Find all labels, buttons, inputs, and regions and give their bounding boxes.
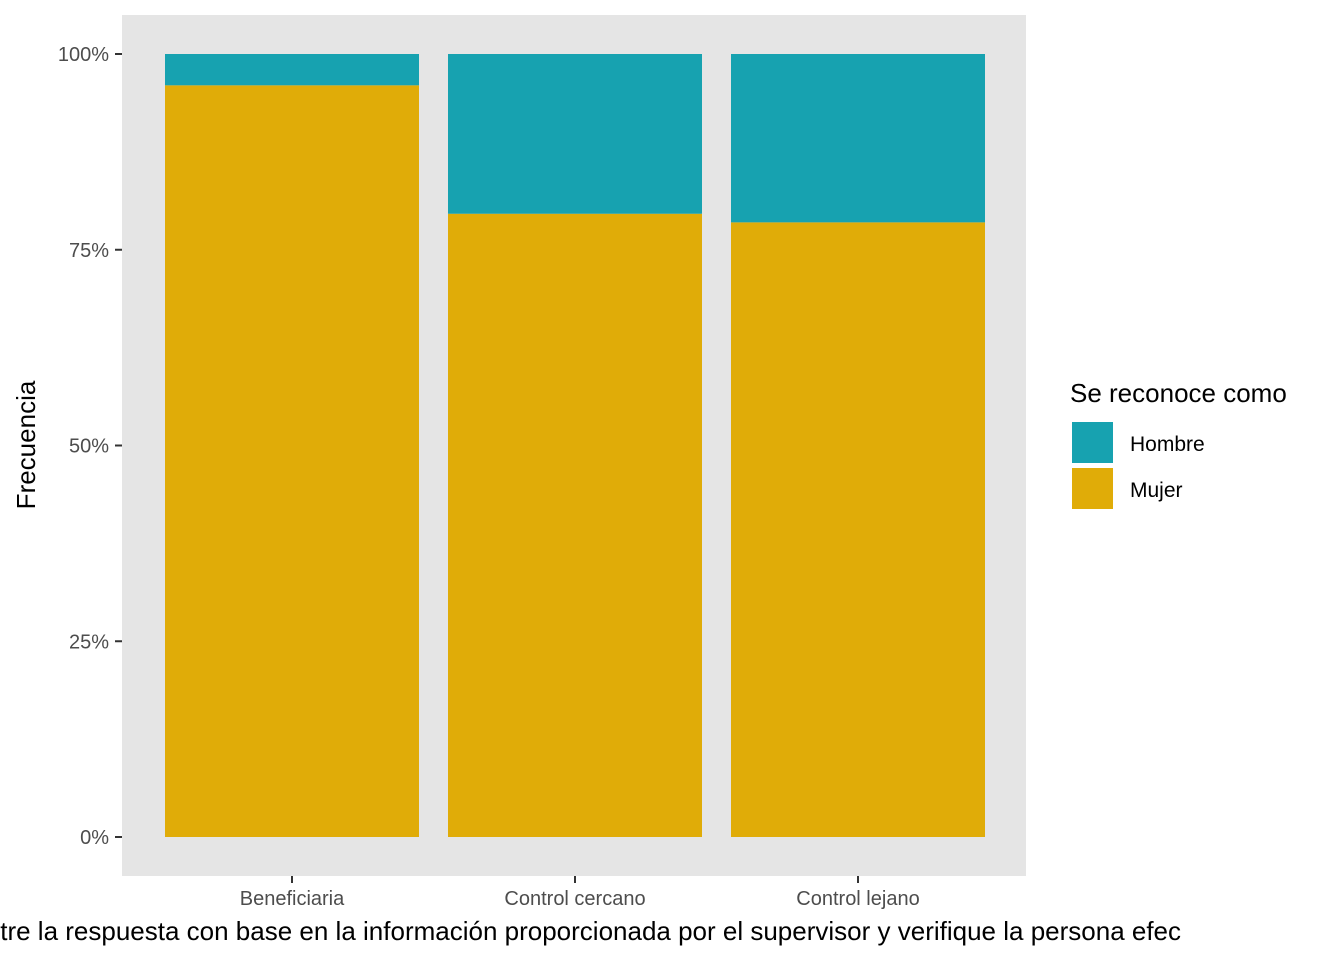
x-axis-title: gistre la respuesta con base en la infor… (0, 916, 1181, 946)
x-tick-label: Control lejano (796, 888, 919, 910)
bars-group (165, 54, 985, 838)
legend-label-mujer: Mujer (1130, 479, 1183, 502)
bar-mujer-3 (731, 222, 985, 838)
bar-hombre-1 (165, 54, 419, 86)
legend-key-hombre (1070, 420, 1115, 465)
y-tick-label: 25% (69, 631, 109, 653)
y-tick-label: 0% (80, 827, 109, 849)
x-axis: Beneficiaria Control cercano Control lejan… (240, 876, 920, 910)
y-tick-label: 75% (69, 240, 109, 262)
y-axis: 0% 25% 50% 75% 100% (58, 44, 122, 849)
bar-mujer-2 (448, 213, 702, 837)
legend-label-hombre: Hombre (1130, 433, 1205, 456)
x-tick-label: Beneficiaria (240, 888, 345, 910)
legend-title: Se reconoce como (1070, 378, 1287, 408)
bar-hombre-3 (731, 54, 985, 223)
y-axis-title: Frecuencia (11, 380, 41, 509)
bar-hombre-2 (448, 54, 702, 214)
legend: Se reconoce como Hombre Mujer (1070, 378, 1287, 511)
bar-mujer-1 (165, 85, 419, 837)
y-tick-label: 100% (58, 44, 109, 66)
x-tick-label: Control cercano (504, 888, 645, 910)
y-tick-label: 50% (69, 436, 109, 458)
legend-key-mujer (1070, 466, 1115, 511)
